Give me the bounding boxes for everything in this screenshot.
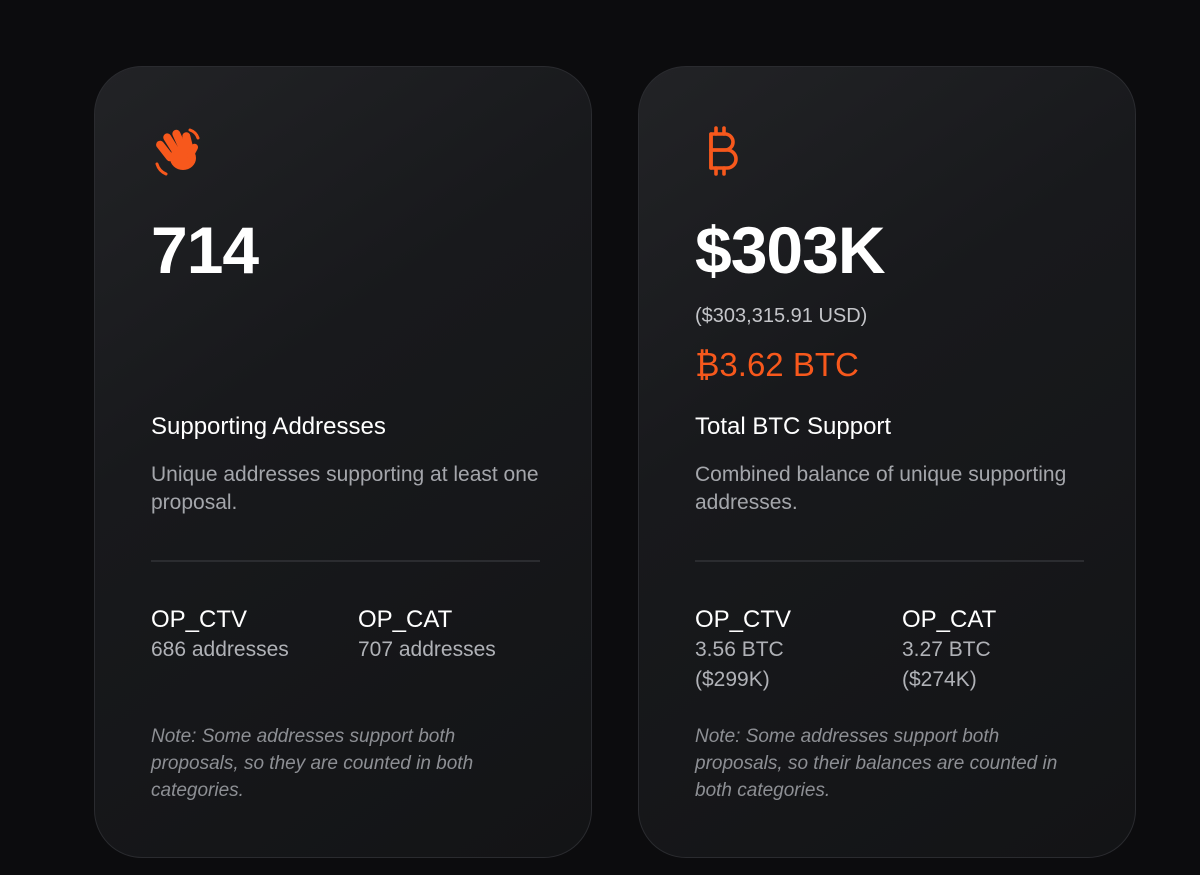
- breakdown-value: 3.56 BTC ($299K): [695, 638, 784, 691]
- card-description: Combined balance of unique supporting ad…: [695, 463, 1067, 514]
- breakdown-name: OP_CAT: [902, 606, 997, 633]
- btc-value: ₿3.62 BTC: [695, 346, 859, 383]
- divider: [695, 560, 1084, 562]
- breakdown-op-ctv: OP_CTV 686 addresses: [151, 605, 341, 665]
- usd-value: ($303,315.91 USD): [695, 305, 868, 327]
- total-btc-support-card: $303K ($303,315.91 USD) ₿3.62 BTC Total …: [638, 66, 1136, 858]
- breakdown-op-ctv: OP_CTV 3.56 BTC ($299K): [695, 605, 885, 695]
- breakdown-value: 707 addresses: [358, 638, 496, 661]
- total-btc-support-value: $303K: [695, 213, 885, 287]
- waving-hand-icon: [151, 124, 207, 180]
- supporting-addresses-count: 714: [151, 213, 259, 287]
- card-note: Note: Some addresses support both propos…: [151, 726, 474, 801]
- card-note: Note: Some addresses support both propos…: [695, 726, 1058, 801]
- bitcoin-icon: [695, 124, 751, 180]
- supporting-addresses-card: 714 Supporting Addresses Unique addresse…: [94, 66, 592, 858]
- breakdown-value: 3.27 BTC ($274K): [902, 638, 991, 691]
- breakdown-value: 686 addresses: [151, 638, 289, 661]
- card-description: Unique addresses supporting at least one…: [151, 463, 539, 514]
- breakdown-op-cat: OP_CAT 707 addresses: [358, 605, 548, 665]
- card-label: Supporting Addresses: [151, 413, 386, 440]
- breakdown-name: OP_CTV: [695, 606, 792, 633]
- breakdown-name: OP_CAT: [358, 606, 453, 633]
- breakdown-name: OP_CTV: [151, 606, 248, 633]
- breakdown-op-cat: OP_CAT 3.27 BTC ($274K): [902, 605, 1092, 695]
- divider: [151, 560, 540, 562]
- card-label: Total BTC Support: [695, 413, 892, 440]
